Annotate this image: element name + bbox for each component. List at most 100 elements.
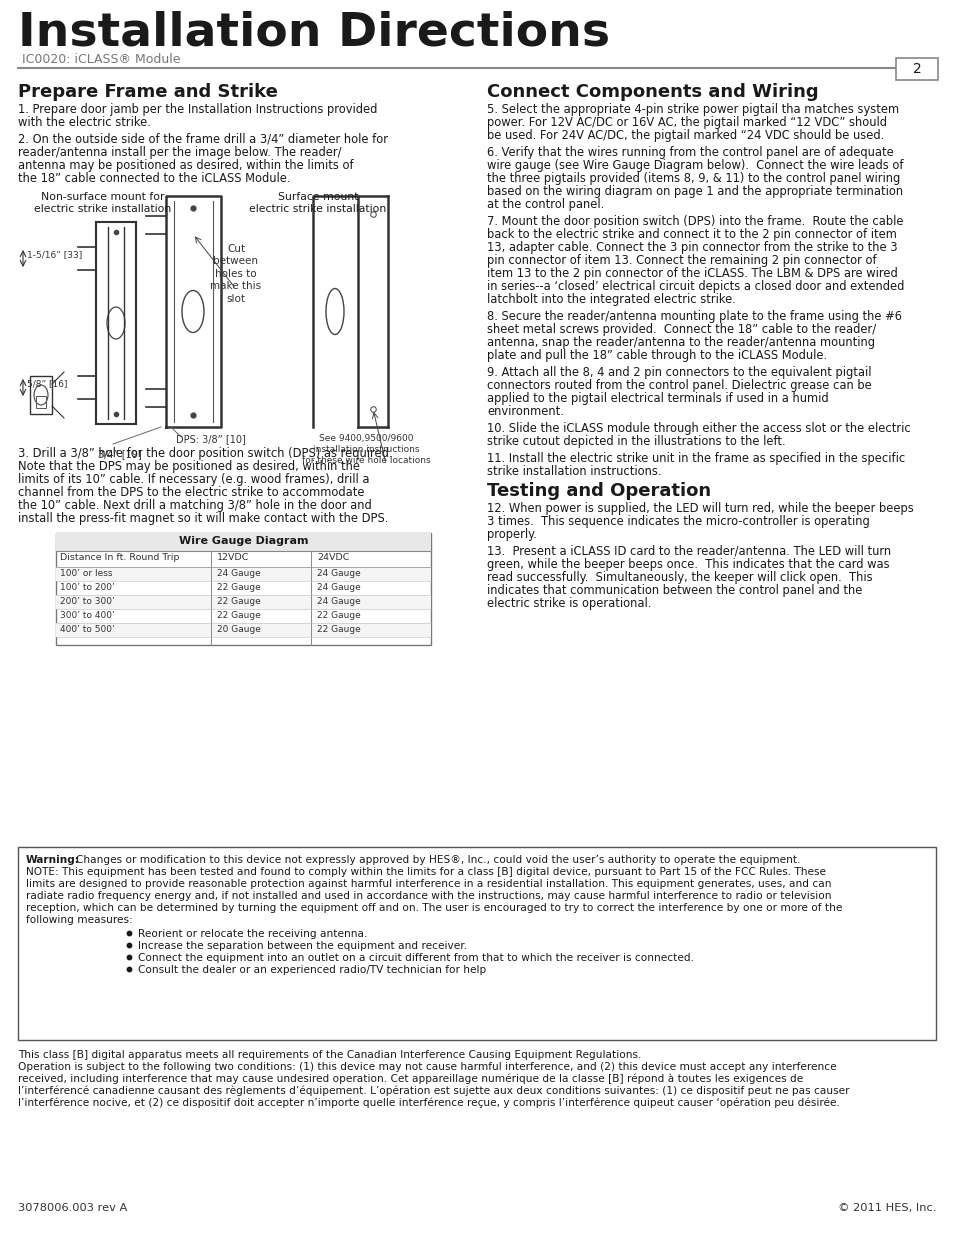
Text: received, including interference that may cause undesired operation. Cet apparei: received, including interference that ma…: [18, 1074, 802, 1084]
Text: 20 Gauge: 20 Gauge: [216, 625, 260, 634]
Text: the three pigtails provided (items 8, 9, & 11) to the control panel wiring: the three pigtails provided (items 8, 9,…: [486, 172, 900, 185]
Text: pin connector of item 13. Connect the remaining 2 pin connector of: pin connector of item 13. Connect the re…: [486, 254, 876, 267]
Text: be used. For 24V AC/DC, the pigtail marked “24 VDC should be used.: be used. For 24V AC/DC, the pigtail mark…: [486, 128, 883, 142]
Text: the 18” cable connected to the iCLASS Module.: the 18” cable connected to the iCLASS Mo…: [18, 172, 291, 185]
Text: Connect the equipment into an outlet on a circuit different from that to which t: Connect the equipment into an outlet on …: [138, 953, 693, 963]
Text: Wire Gauge Diagram: Wire Gauge Diagram: [178, 536, 308, 546]
Text: 5. Select the appropriate 4-pin strike power pigtail tha matches system: 5. Select the appropriate 4-pin strike p…: [486, 103, 898, 116]
Bar: [56, 622, 431, 637]
Text: in series--a ‘closed’ electrical circuit depicts a closed door and extended: in series--a ‘closed’ electrical circuit…: [486, 280, 903, 293]
Text: reception, which can be determined by turning the equipment off and on. The user: reception, which can be determined by tu…: [26, 903, 841, 913]
Text: 22 Gauge: 22 Gauge: [216, 611, 260, 620]
Text: limits are designed to provide reasonable protection against harmful interferenc: limits are designed to provide reasonabl…: [26, 879, 831, 889]
Text: plate and pull the 18” cable through to the iCLASS Module.: plate and pull the 18” cable through to …: [486, 350, 826, 362]
Text: 22 Gauge: 22 Gauge: [316, 611, 360, 620]
Text: following measures:: following measures:: [26, 915, 132, 925]
Text: Prepare Frame and Strike: Prepare Frame and Strike: [18, 83, 277, 101]
Text: channel from the DPS to the electric strike to accommodate: channel from the DPS to the electric str…: [18, 487, 364, 499]
Text: 200’ to 300’: 200’ to 300’: [60, 597, 114, 606]
Text: based on the wiring diagram on page 1 and the appropriate termination: based on the wiring diagram on page 1 an…: [486, 185, 902, 198]
Text: 100’ to 200’: 100’ to 200’: [60, 583, 114, 592]
Text: sheet metal screws provided.  Connect the 18” cable to the reader/: sheet metal screws provided. Connect the…: [486, 324, 875, 336]
Text: strike installation instructions.: strike installation instructions.: [486, 466, 660, 478]
Text: 100’ or less: 100’ or less: [60, 569, 112, 578]
Text: Cut
between
holes to
make this
slot: Cut between holes to make this slot: [211, 245, 261, 304]
Text: 24 Gauge: 24 Gauge: [216, 569, 260, 578]
Text: 3078006.003 rev A: 3078006.003 rev A: [18, 1203, 127, 1213]
Text: 11. Install the electric strike unit in the frame as specified in the specific: 11. Install the electric strike unit in …: [486, 452, 904, 466]
Text: Installation Directions: Installation Directions: [18, 11, 610, 56]
Text: 12VDC: 12VDC: [216, 553, 249, 562]
Text: 7. Mount the door position switch (DPS) into the frame.  Route the cable: 7. Mount the door position switch (DPS) …: [486, 215, 902, 228]
Text: Distance In ft. Round Trip: Distance In ft. Round Trip: [60, 553, 179, 562]
Text: 1. Prepare door jamb per the Installation Instructions provided: 1. Prepare door jamb per the Installatio…: [18, 103, 377, 116]
Text: Consult the dealer or an experienced radio/TV technician for help: Consult the dealer or an experienced rad…: [138, 965, 486, 974]
Text: l’interférence nocive, et (2) ce dispositif doit accepter n’importe quelle inter: l’interférence nocive, et (2) ce disposi…: [18, 1098, 839, 1109]
Text: indicates that communication between the control panel and the: indicates that communication between the…: [486, 584, 862, 597]
Text: Non-surface mount for
electric strike installation: Non-surface mount for electric strike in…: [34, 191, 172, 214]
Text: 6. Verify that the wires running from the control panel are of adequate: 6. Verify that the wires running from th…: [486, 146, 893, 159]
Text: properly.: properly.: [486, 529, 537, 541]
Bar: [30, 375, 52, 414]
Text: read successfully.  Simultaneously, the keeper will click open.  This: read successfully. Simultaneously, the k…: [486, 571, 872, 584]
Bar: [56, 534, 431, 645]
Text: Warning:: Warning:: [26, 855, 80, 864]
Text: 400’ to 500’: 400’ to 500’: [60, 625, 114, 634]
Text: 22 Gauge: 22 Gauge: [316, 625, 360, 634]
Text: 12. When power is supplied, the LED will turn red, while the beeper beeps: 12. When power is supplied, the LED will…: [486, 501, 913, 515]
Text: wire gauge (see Wire Gauge Diagram below).  Connect the wire leads of: wire gauge (see Wire Gauge Diagram below…: [486, 159, 902, 172]
Text: the 10” cable. Next drill a matching 3/8” hole in the door and: the 10” cable. Next drill a matching 3/8…: [18, 499, 372, 513]
Text: © 2011 HES, Inc.: © 2011 HES, Inc.: [837, 1203, 935, 1213]
Bar: [56, 595, 431, 609]
Text: radiate radio frequency energy and, if not installed and used in accordance with: radiate radio frequency energy and, if n…: [26, 890, 831, 902]
Text: Connect Components and Wiring: Connect Components and Wiring: [486, 83, 818, 101]
Bar: [56, 534, 431, 551]
Text: back to the electric strike and connect it to the 2 pin connector of item: back to the electric strike and connect …: [486, 228, 896, 241]
Text: 300’ to 400’: 300’ to 400’: [60, 611, 114, 620]
Text: DPS: 3/8” [10]: DPS: 3/8” [10]: [175, 433, 246, 445]
Text: Changes or modification to this device not expressly approved by HES®, Inc., cou: Changes or modification to this device n…: [76, 855, 800, 864]
Text: 2: 2: [912, 62, 921, 77]
Text: antenna may be positioned as desired, within the limits of: antenna may be positioned as desired, wi…: [18, 159, 354, 172]
Text: 5/8” [16]: 5/8” [16]: [27, 379, 68, 388]
Text: item 13 to the 2 pin connector of the iCLASS. The LBM & DPS are wired: item 13 to the 2 pin connector of the iC…: [486, 267, 897, 280]
Text: 13.  Present a iCLASS ID card to the reader/antenna. The LED will turn: 13. Present a iCLASS ID card to the read…: [486, 545, 890, 558]
Text: 24 Gauge: 24 Gauge: [316, 569, 360, 578]
Text: applied to the pigtail electrical terminals if used in a humid: applied to the pigtail electrical termin…: [486, 391, 828, 405]
Bar: [56, 567, 431, 580]
Text: 9. Attach all the 8, 4 and 2 pin connectors to the equivalent pigtail: 9. Attach all the 8, 4 and 2 pin connect…: [486, 366, 871, 379]
Text: install the press-fit magnet so it will make contact with the DPS.: install the press-fit magnet so it will …: [18, 513, 388, 525]
Text: 1-5/16” [33]: 1-5/16” [33]: [27, 249, 82, 259]
Text: Note that the DPS may be positioned as desired, within the: Note that the DPS may be positioned as d…: [18, 459, 359, 473]
Text: with the electric strike.: with the electric strike.: [18, 116, 151, 128]
Text: NOTE: This equipment has been tested and found to comply within the limits for a: NOTE: This equipment has been tested and…: [26, 867, 825, 877]
Text: 10. Slide the iCLASS module through either the access slot or the electric: 10. Slide the iCLASS module through eith…: [486, 422, 910, 435]
Text: 13, adapter cable. Connect the 3 pin connector from the strike to the 3: 13, adapter cable. Connect the 3 pin con…: [486, 241, 897, 254]
Text: environment.: environment.: [486, 405, 563, 417]
Text: strike cutout depicted in the illustrations to the left.: strike cutout depicted in the illustrati…: [486, 435, 785, 448]
Text: Testing and Operation: Testing and Operation: [486, 482, 710, 500]
Text: 8. Secure the reader/antenna mounting plate to the frame using the #6: 8. Secure the reader/antenna mounting pl…: [486, 310, 901, 324]
Text: 3/4” [19]: 3/4” [19]: [98, 450, 142, 459]
Text: electric strike is operational.: electric strike is operational.: [486, 597, 651, 610]
Text: reader/antenna install per the image below. The reader/: reader/antenna install per the image bel…: [18, 146, 341, 159]
Text: Reorient or relocate the receiving antenna.: Reorient or relocate the receiving anten…: [138, 929, 367, 939]
Text: 22 Gauge: 22 Gauge: [216, 583, 260, 592]
Bar: [18, 847, 935, 1040]
Bar: [895, 58, 937, 80]
Text: 2. On the outside side of the frame drill a 3/4” diameter hole for: 2. On the outside side of the frame dril…: [18, 133, 388, 146]
Text: 22 Gauge: 22 Gauge: [216, 597, 260, 606]
Text: latchbolt into the integrated electric strike.: latchbolt into the integrated electric s…: [486, 293, 735, 306]
Text: Increase the separation between the equipment and receiver.: Increase the separation between the equi…: [138, 941, 467, 951]
Text: l’interférencé canadienne causant des règlements d’équipement. L’opération est s: l’interférencé canadienne causant des rè…: [18, 1086, 848, 1097]
Text: 24 Gauge: 24 Gauge: [316, 583, 360, 592]
Text: IC0020: iCLASS® Module: IC0020: iCLASS® Module: [22, 53, 180, 65]
Text: Operation is subject to the following two conditions: (1) this device may not ca: Operation is subject to the following tw…: [18, 1062, 836, 1072]
Text: This class [B] digital apparatus meets all requirements of the Canadian Interfer: This class [B] digital apparatus meets a…: [18, 1050, 640, 1060]
Text: limits of its 10” cable. If necessary (e.g. wood frames), drill a: limits of its 10” cable. If necessary (e…: [18, 473, 369, 487]
Text: Surface mount
electric strike installation: Surface mount electric strike installati…: [249, 191, 386, 214]
Text: See 9400,9500/9600
installation instructions
for these wire hole locations: See 9400,9500/9600 installation instruct…: [301, 433, 430, 466]
Bar: [36, 396, 46, 408]
Text: 24 Gauge: 24 Gauge: [316, 597, 360, 606]
Text: 3 times.  This sequence indicates the micro-controller is operating: 3 times. This sequence indicates the mic…: [486, 515, 869, 529]
